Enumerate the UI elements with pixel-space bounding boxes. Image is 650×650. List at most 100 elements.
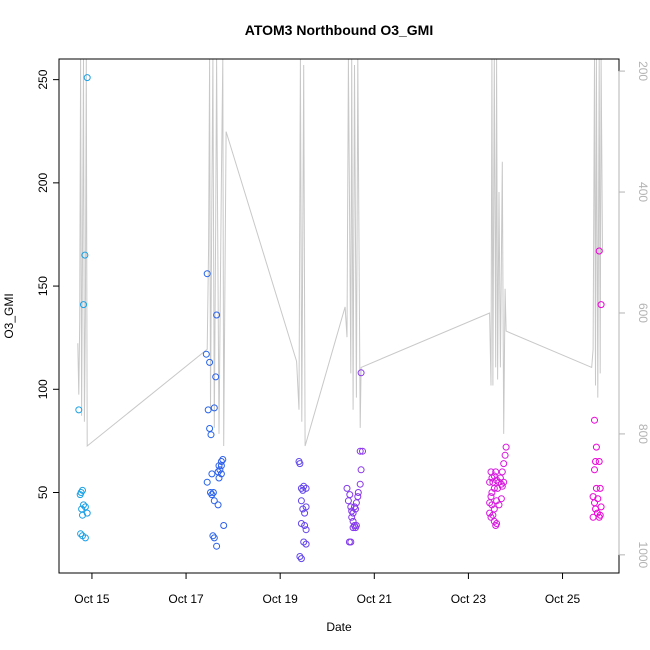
y-tick-label: 50 — [36, 485, 50, 499]
data-point — [81, 534, 89, 542]
data-point — [203, 270, 211, 278]
data-point — [210, 534, 218, 542]
data-point — [220, 522, 228, 529]
data-point — [349, 524, 357, 532]
data-point — [498, 482, 506, 490]
data-point — [487, 493, 495, 501]
data-point — [75, 406, 83, 414]
data-point — [346, 491, 354, 499]
data-point — [486, 499, 494, 507]
data-point — [206, 425, 214, 432]
data-point — [297, 484, 305, 492]
data-point — [488, 489, 496, 496]
data-point — [347, 538, 355, 546]
data-point — [502, 443, 510, 451]
right-axis: 200 400 600 800 1000 — [618, 61, 650, 569]
data-point — [212, 373, 220, 381]
data-point — [206, 358, 214, 366]
data-point — [495, 501, 503, 509]
pressure-trace — [77, 58, 603, 448]
data-point — [301, 509, 309, 517]
chart-title: ATOM3 Northbound O3_GMI — [245, 22, 433, 38]
data-point — [359, 447, 366, 455]
y-tick-label: 250 — [36, 69, 50, 89]
y-tick-label: 150 — [36, 276, 50, 296]
data-point — [208, 470, 216, 478]
x-tick-label: Oct 15 — [74, 592, 110, 606]
data-point — [213, 542, 221, 550]
data-point — [589, 513, 597, 521]
x-tick-label: Oct 19 — [262, 592, 298, 606]
x-tick-label: Oct 17 — [168, 592, 204, 606]
data-point — [490, 472, 498, 480]
data-point — [83, 74, 91, 82]
data-point — [493, 520, 501, 527]
data-point — [592, 443, 600, 451]
data-point — [217, 462, 225, 470]
plot-frame — [58, 58, 620, 574]
data-point — [79, 511, 86, 519]
data-point — [210, 497, 218, 505]
data-point — [216, 466, 224, 474]
pressure-line — [77, 58, 603, 448]
data-point — [203, 478, 211, 486]
data-point — [219, 456, 227, 463]
data-point — [297, 555, 305, 563]
data-point — [591, 416, 598, 424]
data-point — [343, 484, 351, 492]
data-point — [486, 478, 494, 486]
data-point — [354, 489, 362, 496]
data-point — [208, 491, 216, 499]
data-point — [498, 468, 506, 476]
data-point — [357, 369, 365, 377]
x-axis: Oct 15 Oct 17 Oct 19 Oct 21 Oct 23 Oct 25 — [74, 572, 581, 606]
data-point — [349, 517, 357, 525]
data-point — [597, 301, 605, 309]
right-tick-label: 800 — [636, 424, 650, 444]
data-point — [497, 495, 505, 503]
data-point — [213, 311, 221, 319]
data-point — [210, 404, 218, 412]
data-point — [356, 447, 364, 455]
data-point — [77, 530, 85, 538]
data-point — [301, 522, 309, 529]
y-axis-label: O3_GMI — [2, 293, 16, 338]
data-point — [595, 247, 603, 255]
data-point — [356, 480, 364, 488]
data-point — [209, 489, 217, 496]
data-point — [302, 526, 310, 534]
data-point — [297, 497, 305, 505]
right-tick-label: 1000 — [636, 542, 650, 569]
data-point — [81, 251, 89, 259]
x-tick-label: Oct 21 — [357, 592, 393, 606]
x-tick-label: Oct 25 — [545, 592, 581, 606]
y-tick-label: 100 — [36, 379, 50, 399]
data-point — [597, 503, 605, 511]
data-point — [348, 513, 356, 521]
data-point — [302, 540, 310, 548]
data-point — [302, 503, 310, 511]
data-point — [296, 460, 304, 468]
data-point — [296, 553, 304, 560]
data-point — [202, 350, 210, 358]
data-point — [357, 466, 365, 474]
data-point — [217, 470, 225, 478]
data-point — [80, 501, 87, 509]
data-point — [81, 503, 89, 511]
data-point — [591, 499, 598, 507]
data-point — [592, 484, 600, 492]
x-axis-label: Date — [326, 620, 352, 634]
y-axis: 50 100 150 200 250 — [36, 69, 60, 499]
data-points — [75, 74, 605, 563]
right-tick-label: 400 — [636, 182, 650, 202]
right-tick-label: 600 — [636, 303, 650, 323]
data-point — [302, 484, 310, 492]
data-point — [595, 458, 603, 465]
right-tick-label: 200 — [636, 61, 650, 81]
data-point — [596, 484, 604, 492]
data-point — [207, 431, 215, 439]
y-tick-label: 200 — [36, 173, 50, 193]
data-point — [204, 406, 212, 414]
data-point — [592, 458, 599, 465]
